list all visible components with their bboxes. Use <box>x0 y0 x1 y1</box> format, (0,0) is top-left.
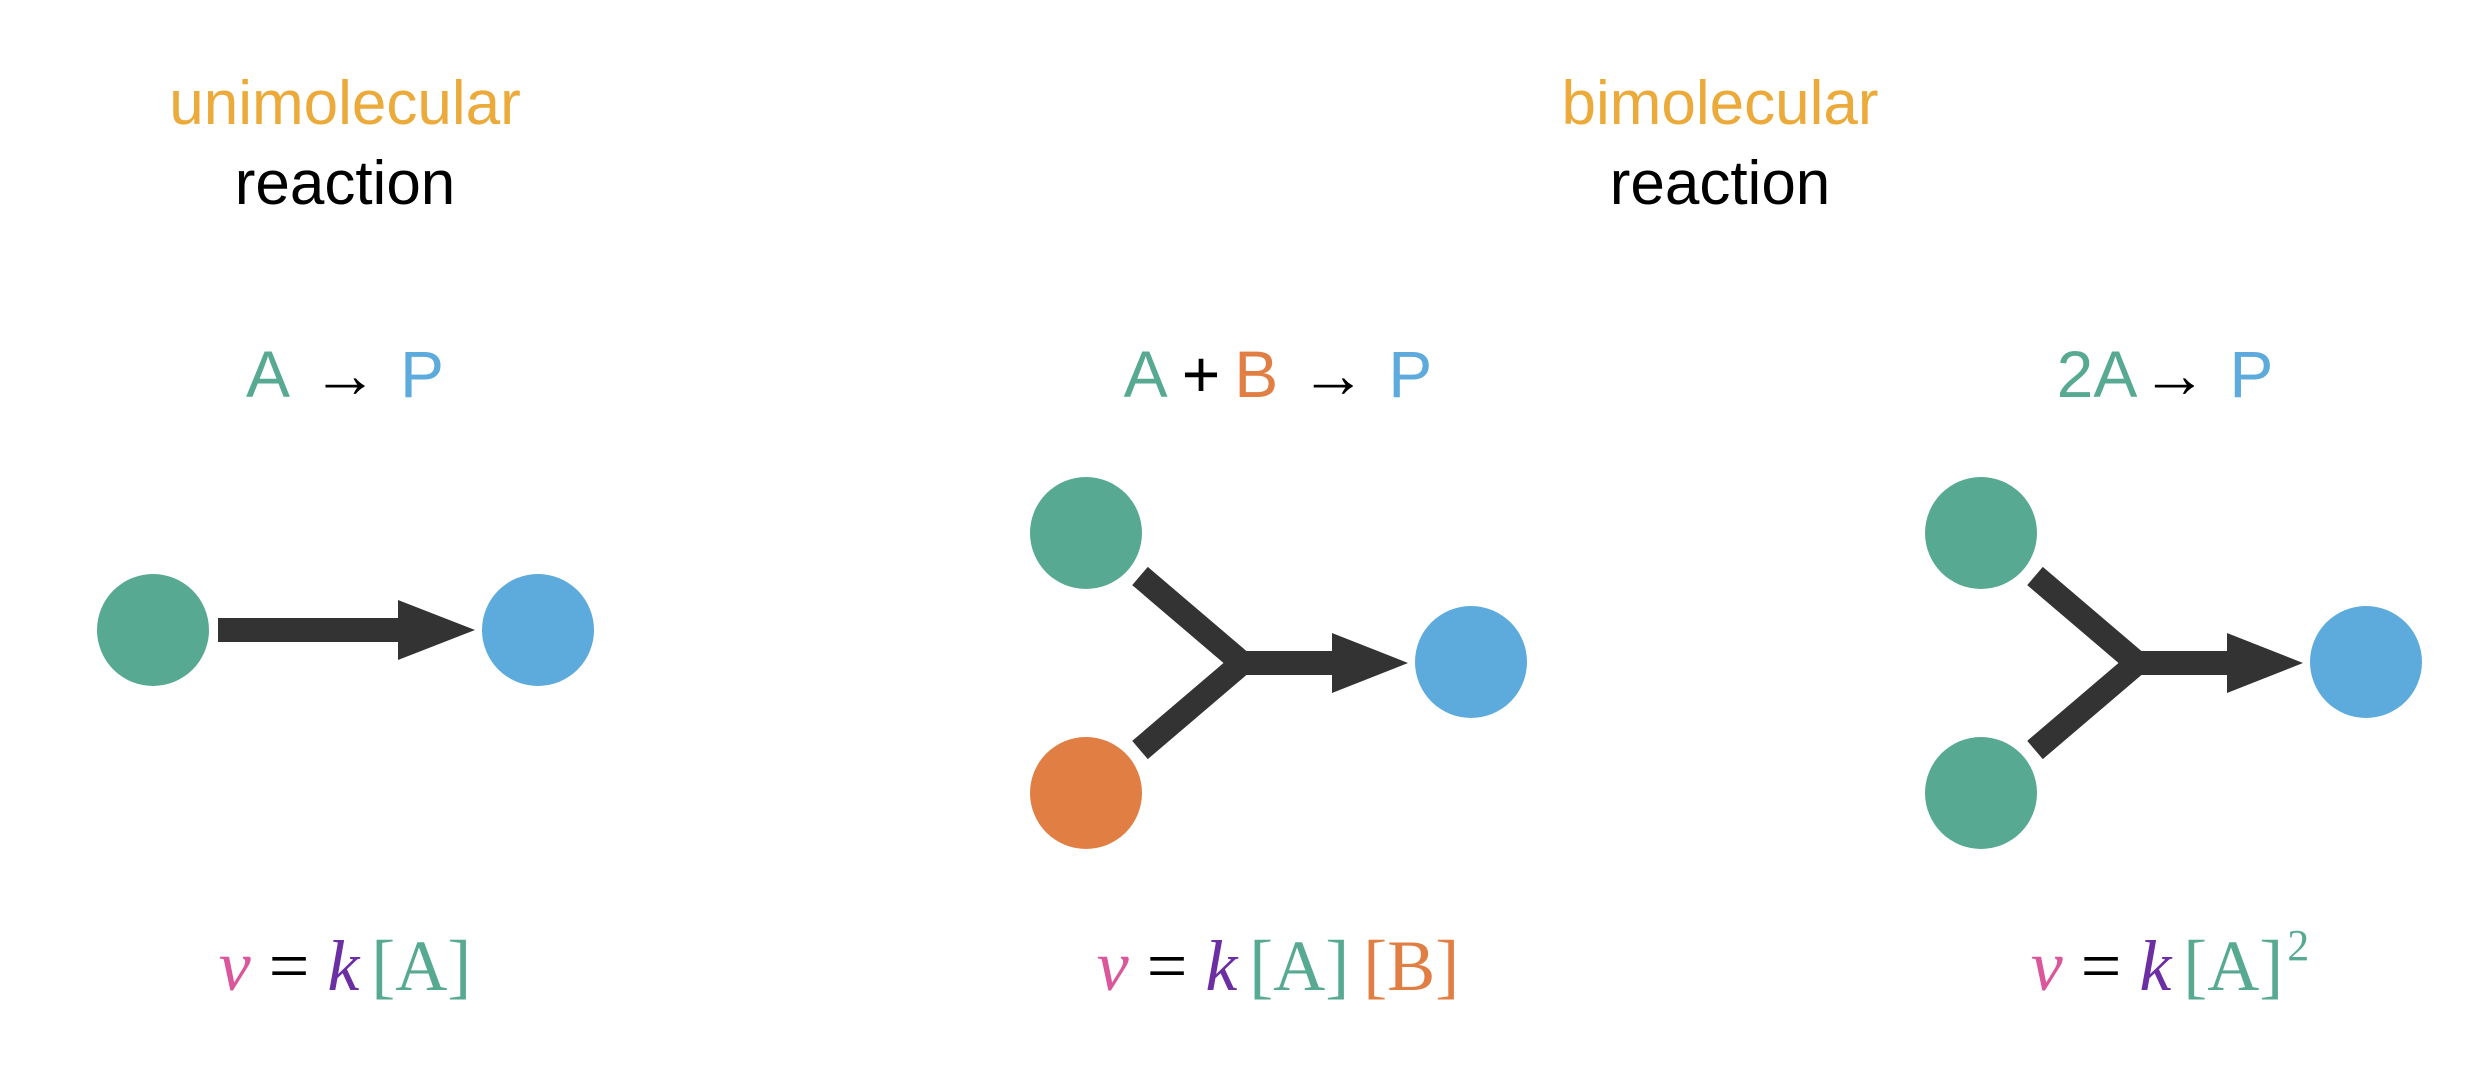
uni-equation: A → P <box>246 337 444 411</box>
bi-2a-reactant-a1-circle <box>1925 477 2037 589</box>
bi-2a-rate-v: ν <box>2031 926 2063 1006</box>
uni-equation-reactant: A <box>246 337 290 411</box>
uni-reactant-a-circle <box>97 574 209 686</box>
uni-rate-k: k <box>327 926 361 1006</box>
unimolecular-label: unimolecular <box>169 69 521 138</box>
uni-equation-arrow: → <box>312 337 378 411</box>
bi-ab-equation-reactant-b: B <box>1234 337 1278 411</box>
bi-ab-reaction-arrow <box>1132 566 1408 760</box>
bimolecular-reaction-label: reaction <box>1610 149 1831 218</box>
bi-2a-equation-arrow: → <box>2141 337 2207 411</box>
bi-2a-rate-exponent: 2 <box>2287 921 2309 970</box>
bi-ab-equation-reactant-a: A <box>1124 337 1168 411</box>
bi-ab-reactant-a-circle <box>1030 477 1142 589</box>
unimolecular-reaction-label: reaction <box>235 149 456 218</box>
uni-rate-equals: = <box>269 926 310 1006</box>
bi-2a-rate-k: k <box>2139 926 2173 1006</box>
uni-rate-conc-a: [A] <box>371 926 471 1006</box>
bi-ab-equation-product: P <box>1388 337 1432 411</box>
bi-ab-equation-plus: + <box>1182 337 1221 411</box>
bi-ab-equation: A + B → P <box>1124 337 1433 411</box>
bi-2a-rate-conc-a: [A] <box>2183 926 2283 1006</box>
bi-2a-equation-product: P <box>2229 337 2273 411</box>
bi-ab-rate-conc-b: [B] <box>1363 926 1459 1006</box>
bi-ab-rate-law: ν = k [A] [B] <box>1097 926 1459 1006</box>
bi-2a-rate-equals: = <box>2081 926 2122 1006</box>
uni-rate-v: ν <box>219 926 251 1006</box>
uni-equation-product: P <box>400 337 444 411</box>
bi-2a-reaction-arrow <box>2027 566 2303 760</box>
bimolecular-heading: bimolecular reaction <box>1561 69 1878 218</box>
uni-product-p-circle <box>482 574 594 686</box>
bi-ab-rate-k: k <box>1205 926 1239 1006</box>
bi-2a-equation-reactant: 2A <box>2057 337 2138 411</box>
bi-2a-equation: 2A→ P <box>2057 337 2274 411</box>
bi-ab-product-p-circle <box>1415 606 1527 718</box>
uni-reaction-arrow <box>218 600 475 660</box>
bi-ab-equation-arrow: → <box>1300 337 1366 411</box>
bi-ab-rate-equals: = <box>1147 926 1188 1006</box>
bi-2a-rate-law: ν = k [A]2 <box>2031 921 2310 1006</box>
bi-ab-reactant-b-circle <box>1030 737 1142 849</box>
bi-ab-rate-v: ν <box>1097 926 1129 1006</box>
bimolecular-label: bimolecular <box>1561 69 1878 138</box>
bi-2a-product-p-circle <box>2310 606 2422 718</box>
bi-ab-rate-conc-a: [A] <box>1249 926 1349 1006</box>
bi-2a-reactant-a2-circle <box>1925 737 2037 849</box>
unimolecular-heading: unimolecular reaction <box>169 69 521 218</box>
uni-rate-law: ν = k [A] <box>219 926 472 1006</box>
